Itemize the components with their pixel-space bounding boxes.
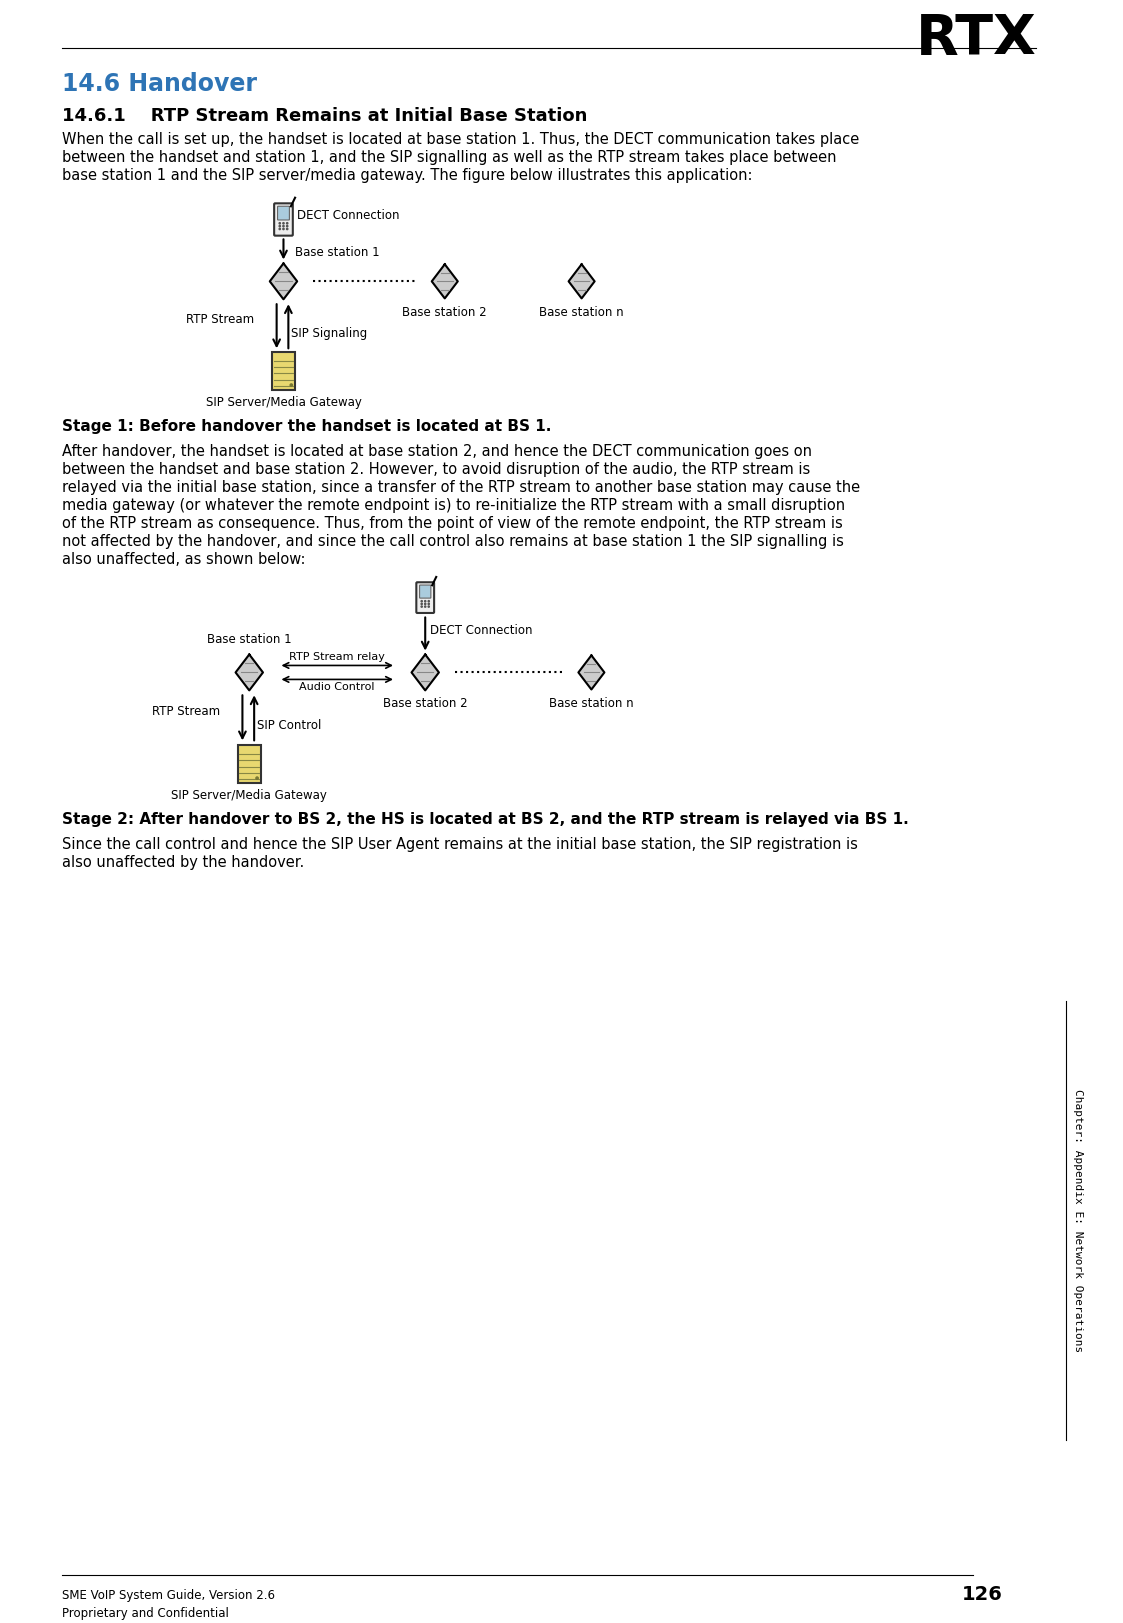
FancyBboxPatch shape: [274, 203, 293, 235]
Text: Since the call control and hence the SIP User Agent remains at the initial base : Since the call control and hence the SIP…: [62, 837, 858, 852]
Polygon shape: [578, 656, 604, 690]
Text: RTP Stream relay: RTP Stream relay: [290, 652, 385, 662]
Text: When the call is set up, the handset is located at base station 1. Thus, the DEC: When the call is set up, the handset is …: [62, 131, 859, 146]
Text: SIP Server/Media Gateway: SIP Server/Media Gateway: [206, 396, 362, 409]
Polygon shape: [270, 263, 298, 299]
FancyBboxPatch shape: [420, 584, 431, 599]
FancyBboxPatch shape: [238, 745, 261, 784]
Text: DECT Connection: DECT Connection: [430, 623, 532, 636]
Text: RTP Stream: RTP Stream: [152, 704, 220, 717]
Text: 126: 126: [962, 1586, 1003, 1604]
Text: Base station 2: Base station 2: [402, 307, 487, 320]
Text: Audio Control: Audio Control: [300, 682, 375, 693]
Circle shape: [256, 777, 258, 779]
Text: RTP Stream: RTP Stream: [186, 313, 254, 326]
Text: Proprietary and Confidential: Proprietary and Confidential: [62, 1607, 228, 1620]
Text: of the RTP stream as consequence. Thus, from the point of view of the remote end: of the RTP stream as consequence. Thus, …: [62, 516, 842, 531]
Circle shape: [290, 385, 292, 386]
Text: 14.6.1    RTP Stream Remains at Initial Base Station: 14.6.1 RTP Stream Remains at Initial Bas…: [62, 107, 587, 125]
Text: between the handset and base station 2. However, to avoid disruption of the audi: between the handset and base station 2. …: [62, 463, 810, 477]
Text: between the handset and station 1, and the SIP signalling as well as the RTP str: between the handset and station 1, and t…: [62, 149, 837, 164]
Polygon shape: [431, 265, 458, 299]
Text: SIP Server/Media Gateway: SIP Server/Media Gateway: [172, 789, 327, 802]
Text: also unaffected by the handover.: also unaffected by the handover.: [62, 855, 304, 870]
Text: SME VoIP System Guide, Version 2.6: SME VoIP System Guide, Version 2.6: [62, 1589, 275, 1602]
Text: DECT Connection: DECT Connection: [298, 209, 400, 222]
Text: Stage 2: After handover to BS 2, the HS is located at BS 2, and the RTP stream i: Stage 2: After handover to BS 2, the HS …: [62, 812, 909, 828]
Text: Base station 1: Base station 1: [295, 247, 380, 260]
Text: also unaffected, as shown below:: also unaffected, as shown below:: [62, 552, 305, 566]
Text: RTX: RTX: [915, 11, 1037, 67]
Text: media gateway (or whatever the remote endpoint is) to re-initialize the RTP stre: media gateway (or whatever the remote en…: [62, 498, 844, 513]
FancyBboxPatch shape: [277, 206, 290, 221]
Polygon shape: [568, 265, 594, 299]
Text: After handover, the handset is located at base station 2, and hence the DECT com: After handover, the handset is located a…: [62, 445, 812, 459]
Text: Base station 2: Base station 2: [383, 698, 467, 711]
Text: Base station 1: Base station 1: [207, 633, 292, 646]
Polygon shape: [411, 654, 439, 690]
FancyBboxPatch shape: [417, 583, 435, 613]
Text: Base station n: Base station n: [539, 307, 624, 320]
FancyBboxPatch shape: [272, 352, 295, 390]
Text: SIP Signaling: SIP Signaling: [291, 326, 367, 339]
Text: base station 1 and the SIP server/media gateway. The figure below illustrates th: base station 1 and the SIP server/media …: [62, 167, 752, 183]
Text: not affected by the handover, and since the call control also remains at base st: not affected by the handover, and since …: [62, 534, 843, 549]
Text: SIP Control: SIP Control: [257, 719, 321, 732]
Polygon shape: [236, 654, 263, 690]
Text: Base station n: Base station n: [549, 698, 633, 711]
Text: Stage 1: Before handover the handset is located at BS 1.: Stage 1: Before handover the handset is …: [62, 419, 551, 433]
Text: relayed via the initial base station, since a transfer of the RTP stream to anot: relayed via the initial base station, si…: [62, 480, 860, 495]
Text: 14.6 Handover: 14.6 Handover: [62, 71, 256, 96]
Text: Chapter: Appendix E: Network Operations: Chapter: Appendix E: Network Operations: [1074, 1089, 1084, 1352]
